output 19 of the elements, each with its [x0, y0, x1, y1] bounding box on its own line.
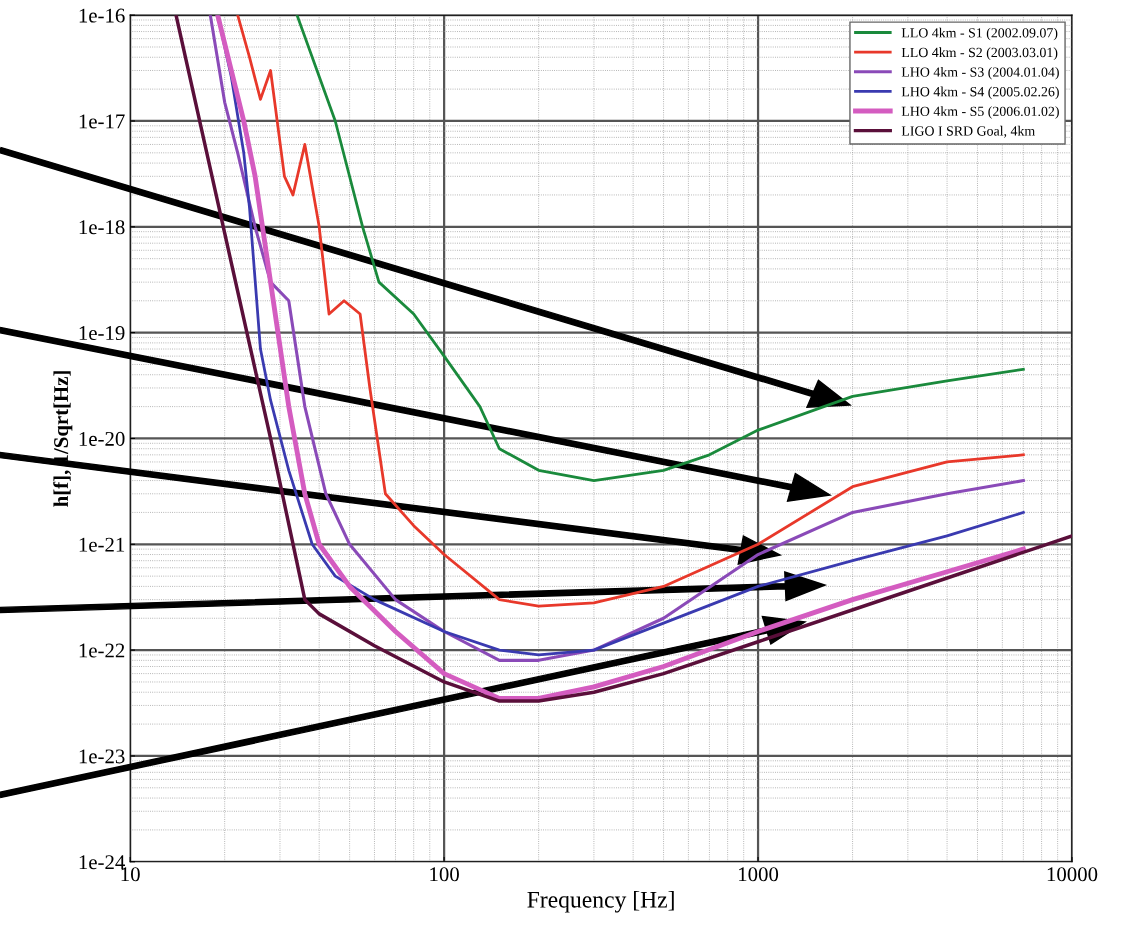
y-tick-label: 1e-16 [79, 8, 125, 23]
legend-label: LHO 4km - S4 (2005.02.26) [901, 86, 1059, 100]
x-tick-label: 10000 [1047, 867, 1098, 882]
y-tick-label: 1e-23 [79, 749, 125, 764]
y-tick-label: 1e-21 [79, 537, 125, 552]
legend-label: LHO 4km - S3 (2004.01.04) [901, 66, 1059, 80]
x-tick-label: 1000 [739, 867, 779, 882]
legend-label: LLO 4km - S1 (2002.09.07) [901, 27, 1058, 41]
y-tick-label: 1e-22 [79, 643, 125, 658]
y-tick-label: 1e-19 [79, 326, 125, 341]
x-axis-title: Frequency [Hz] [527, 891, 674, 913]
x-tick-label: 100 [430, 867, 459, 882]
y-tick-label: 1e-17 [79, 114, 125, 129]
y-tick-label: 1e-20 [79, 431, 125, 446]
legend-label: LHO 4km - S5 (2006.01.02) [901, 106, 1059, 119]
y-axis-title: h[f], 1/Sqrt[Hz] [53, 371, 73, 507]
legend-label: LIGO I SRD Goal, 4km [901, 125, 1035, 138]
legend-label: LLO 4km - S2 (2003.03.01) [901, 47, 1058, 60]
y-tick-label: 1e-18 [79, 220, 125, 235]
